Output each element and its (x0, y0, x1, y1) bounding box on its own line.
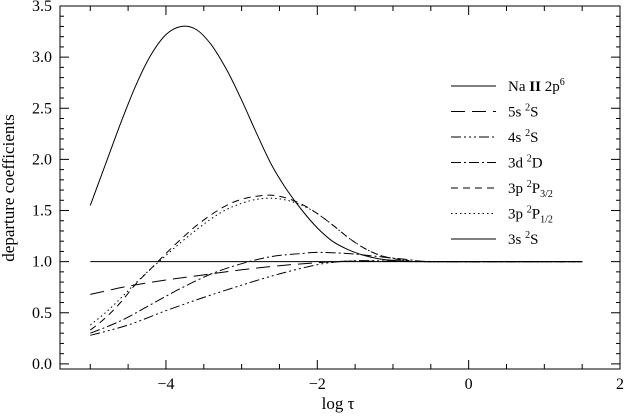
series-line-3 (90, 251, 583, 334)
series-line-1 (90, 260, 583, 295)
y-tick-label: 0.5 (32, 305, 52, 322)
legend-label-2: 4s 2S (508, 128, 538, 146)
series-lines (89, 25, 583, 336)
y-tick-label: 1.5 (32, 203, 52, 220)
y-tick-label: 0.0 (32, 356, 52, 373)
y-tick-label: 3.5 (32, 0, 52, 15)
x-tick-label: 2 (616, 376, 624, 393)
series-line-4 (89, 194, 583, 331)
legend: Na II 2p6 5s 2S 4s 2S 3d 2D 3p 2P3/2 3p 2P1/2… (451, 77, 565, 248)
x-tick-label: 0 (465, 376, 473, 393)
legend-label-4: 3p 2P3/2 (508, 179, 553, 200)
y-axis-label: departure coefficients (0, 114, 18, 261)
axis-ticks: −4 −2 0 2 0.0 0.5 1.0 1.5 2.0 2.5 3.0 3.5 (32, 0, 624, 393)
legend-label-0: Na II 2p6 (508, 77, 565, 95)
legend-label-6: 3s 2S (508, 230, 538, 248)
y-tick-label: 2.0 (32, 151, 52, 168)
plot-frame (59, 5, 621, 370)
y-tick-label: 3.0 (32, 49, 52, 66)
legend-label-3: 3d 2D (508, 154, 543, 172)
y-tick-label: 2.5 (32, 100, 52, 117)
y-tick-label: 1.0 (32, 254, 52, 271)
legend-label-5: 3p 2P1/2 (508, 205, 553, 226)
x-axis-label: log τ (322, 394, 355, 413)
series-line-2 (90, 260, 583, 336)
x-tick-label: −2 (309, 376, 326, 393)
legend-label-1: 5s 2S (508, 103, 538, 121)
x-tick-label: −4 (157, 376, 174, 393)
